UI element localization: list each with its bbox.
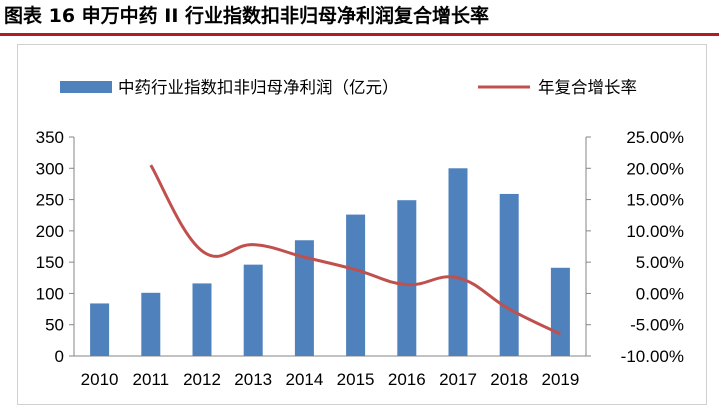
right-tick-label: -5.00% <box>630 316 684 335</box>
growth-line-series <box>149 164 562 336</box>
bar <box>90 303 110 356</box>
left-tick-label: 200 <box>36 222 64 241</box>
left-tick-label: 350 <box>36 128 64 147</box>
bar <box>448 168 468 356</box>
left-tick-label: 300 <box>36 159 64 178</box>
right-tick-label: 10.00% <box>626 222 684 241</box>
legend: 中药行业指数扣非归母净利润（亿元） 年复合增长率 <box>60 78 637 97</box>
right-tick-label: -10.00% <box>621 347 684 366</box>
bar-series <box>90 168 570 356</box>
right-tick-label: 20.00% <box>626 159 684 178</box>
growth-line <box>149 164 562 336</box>
chart-title: 图表 16 申万中药 II 行业指数扣非归母净利润复合增长率 <box>4 5 490 27</box>
x-tick-label: 2016 <box>388 370 426 389</box>
bar <box>499 193 519 356</box>
x-tick-label: 2018 <box>490 370 528 389</box>
left-tick-label: 0 <box>55 347 64 366</box>
bar <box>346 214 366 356</box>
x-tick-label: 2011 <box>133 370 170 389</box>
left-y-axis: 0 50 100 150 200 250 300 350 <box>36 128 75 366</box>
chart-frame <box>17 44 707 405</box>
right-y-axis: -10.00% -5.00% 0.00% 5.00% 10.00% 15.00% 20.00… <box>585 128 684 366</box>
legend-bar-label: 中药行业指数扣非归母净利润（亿元） <box>118 78 399 97</box>
x-tick-label: 2010 <box>81 370 119 389</box>
legend-bar-swatch <box>60 81 112 93</box>
right-tick-label: 15.00% <box>626 191 684 210</box>
title-underline <box>0 33 719 36</box>
x-tick-label: 2013 <box>234 370 272 389</box>
bar <box>550 267 570 356</box>
left-tick-label: 100 <box>36 284 64 303</box>
right-tick-label: 5.00% <box>636 253 684 272</box>
bar <box>243 264 263 356</box>
legend-line-label: 年复合增长率 <box>538 78 637 97</box>
left-tick-label: 50 <box>45 316 64 335</box>
bar <box>294 240 314 356</box>
x-tick-label: 2017 <box>439 370 477 389</box>
right-tick-label: 25.00% <box>626 128 684 147</box>
left-tick-label: 150 <box>36 253 64 272</box>
x-tick-label: 2012 <box>183 370 221 389</box>
bar <box>192 283 212 356</box>
bar <box>397 200 417 356</box>
x-tick-label: 2015 <box>337 370 375 389</box>
right-tick-label: 0.00% <box>636 284 684 303</box>
x-tick-label: 2014 <box>285 370 323 389</box>
bar <box>141 292 161 356</box>
x-tick-label: 2019 <box>541 370 579 389</box>
left-tick-label: 250 <box>36 191 64 210</box>
x-axis: 2010 2011 2012 2013 2014 2015 2016 2017 2018 2019 <box>74 355 586 389</box>
